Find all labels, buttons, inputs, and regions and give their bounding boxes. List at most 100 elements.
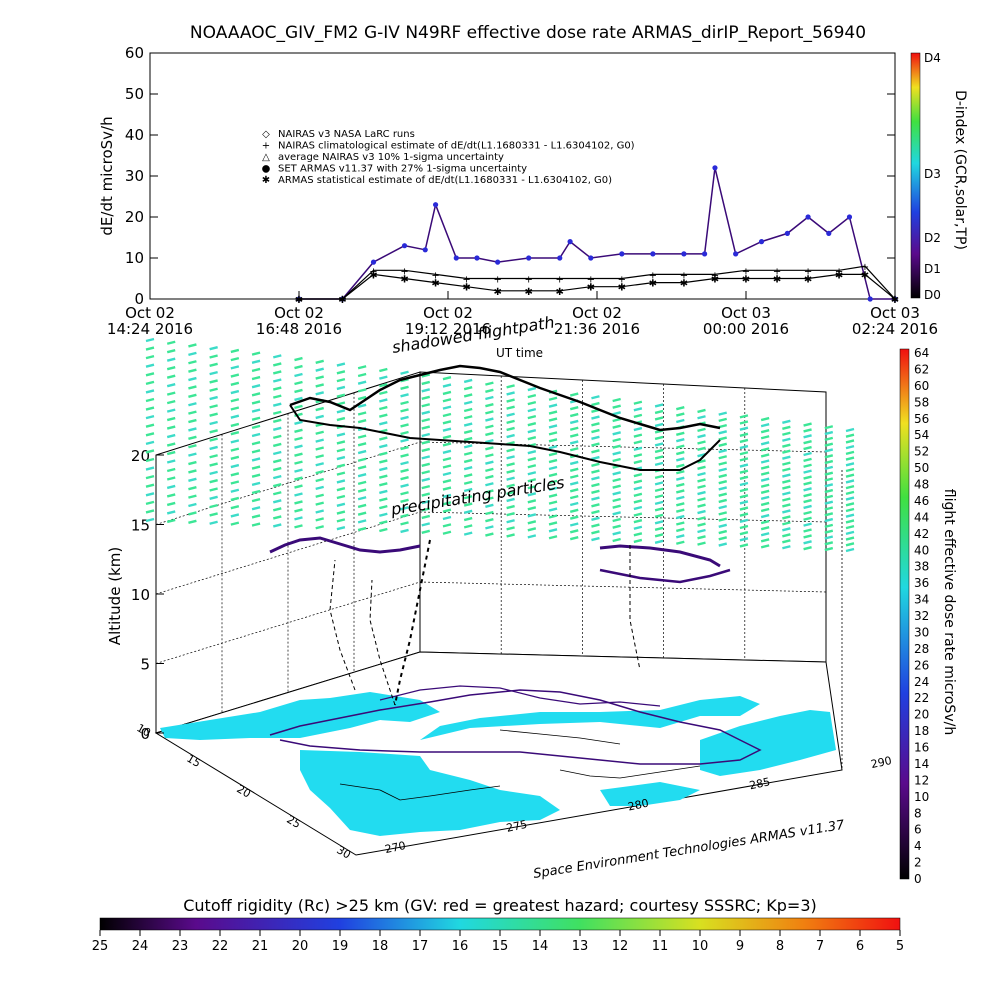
particle-dash	[442, 456, 452, 462]
particle-dash	[548, 500, 558, 505]
particle-dash	[718, 504, 728, 510]
particle-dash	[272, 434, 282, 440]
series-point-armas-stat: ✱	[556, 287, 564, 298]
particle-dash	[336, 362, 346, 367]
particle-dash	[315, 391, 324, 396]
particle-dash	[739, 438, 749, 444]
particle-dash	[315, 430, 324, 435]
series-point-nairas: +	[618, 275, 626, 286]
particle-dash	[548, 451, 558, 457]
coast-line-3	[499, 729, 621, 745]
particle-dash	[379, 497, 388, 502]
particle-dash	[188, 519, 197, 524]
particle-dash	[421, 440, 431, 445]
series-point-armas	[846, 214, 853, 220]
particle-dash	[676, 527, 685, 533]
particle-dash	[591, 449, 600, 454]
particle-dash	[506, 511, 515, 517]
particle-dash	[569, 488, 579, 493]
particle-dash	[485, 510, 494, 516]
latitude-tick-label: 25	[284, 813, 303, 831]
particle-dash	[379, 520, 388, 525]
particle-dash	[209, 346, 218, 351]
cutoff-tick-label: 6	[856, 939, 864, 954]
particle-dash	[612, 491, 621, 496]
series-point-armas	[401, 243, 408, 249]
particle-dash	[145, 406, 155, 411]
particle-dash	[294, 388, 303, 394]
x-tick-label-line2: 14:24 2016	[107, 320, 193, 338]
particle-dash	[697, 497, 706, 502]
particle-dash	[294, 436, 303, 441]
particle-dash	[782, 479, 791, 484]
particle-dash	[718, 473, 728, 479]
particle-dash	[315, 509, 324, 514]
particle-dash	[845, 456, 855, 461]
coast-line-1	[339, 783, 501, 801]
series-point-armas-stat: ✱	[891, 295, 899, 306]
particle-dash	[421, 529, 431, 534]
particle-dash	[272, 418, 282, 423]
particle-dash	[824, 517, 834, 523]
particle-dash	[166, 501, 176, 507]
x-tick-label-line1: Oct 03	[721, 304, 771, 322]
particle-dash	[400, 513, 409, 519]
series-point-armas-stat: ✱	[431, 279, 439, 290]
particle-dash	[400, 415, 409, 421]
particle-dash	[336, 487, 346, 492]
particle-dash	[739, 451, 749, 456]
particle-dash	[760, 544, 770, 549]
cutoff-ticks: 25 24 23 22 21 20 19 18 17 16 15 14 13 12 11 10 9 8 7 6 5	[92, 930, 904, 954]
particle-dash	[357, 395, 367, 401]
particle-dash	[803, 528, 812, 533]
particle-dash	[251, 497, 261, 503]
particle-dash	[739, 481, 749, 487]
x-tick-label-line1: Oct 03	[870, 304, 920, 322]
particle-dash	[421, 403, 431, 408]
particle-dash	[654, 474, 664, 480]
particle-dash	[845, 473, 855, 478]
particle-dash	[633, 433, 643, 438]
particle-dash	[845, 530, 855, 536]
particle-dash	[188, 444, 197, 449]
series-point-nairas: +	[861, 262, 869, 273]
dose-tick-label: 8	[914, 806, 922, 820]
particle-dash	[548, 472, 558, 478]
series-line-2	[299, 265, 896, 300]
series-point-armas-stat: ✱	[462, 283, 470, 294]
particle-dash	[315, 501, 324, 506]
particle-dash	[357, 365, 367, 370]
particle-dash	[506, 448, 515, 453]
particle-dash	[251, 440, 261, 446]
particle-dash	[463, 407, 473, 413]
particle-dash	[782, 497, 791, 502]
particle-dash	[548, 431, 558, 436]
series-point-armas	[370, 259, 377, 265]
flightpath-descent	[329, 559, 356, 691]
particle-dash	[485, 395, 494, 401]
particle-dash	[188, 494, 197, 499]
dose-tick-label: 10	[914, 790, 929, 804]
dose-tick-label: 18	[914, 724, 929, 738]
particle-dash	[272, 370, 282, 375]
particle-dash	[506, 384, 515, 389]
particle-dash	[591, 496, 600, 501]
particle-dash	[251, 351, 261, 356]
particle-dash	[633, 446, 643, 451]
series-point-armas	[422, 247, 428, 253]
particle-dash	[760, 422, 770, 428]
particle-dash	[357, 449, 367, 455]
particle-dash	[676, 489, 685, 494]
particle-dash	[782, 539, 791, 544]
sea-region-1	[160, 692, 440, 740]
particle-dash	[654, 416, 664, 421]
particle-dash	[760, 519, 770, 525]
particle-dash	[463, 531, 473, 536]
particle-dash	[188, 427, 197, 432]
particle-dash	[209, 420, 218, 426]
particle-dash	[548, 438, 558, 443]
particle-dash	[336, 393, 346, 398]
legend-symbol: ◇	[262, 129, 270, 140]
particle-dash	[527, 520, 537, 525]
